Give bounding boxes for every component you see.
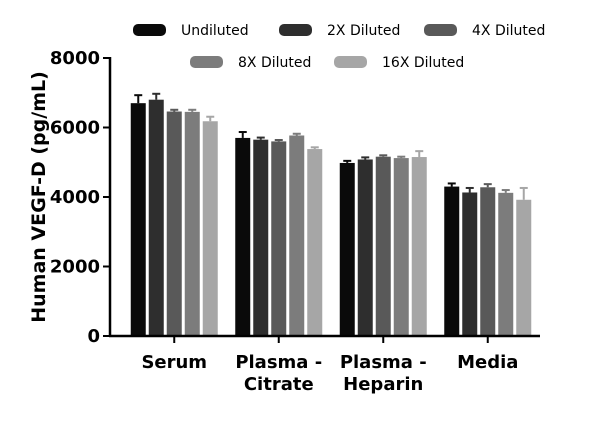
y-tick-label: 0 [87,326,100,347]
bar [357,159,373,336]
legend-label: 4X Diluted [472,23,545,39]
y-tick-label: 2000 [50,257,100,278]
y-tick-label: 4000 [50,187,100,208]
bar [148,99,164,336]
y-axis-label: Human VEGF-D (pg/mL) [28,71,50,323]
bars [130,99,532,337]
legend-label: 2X Diluted [327,23,400,39]
legend-label: 16X Diluted [382,55,464,71]
category-label: Serum [141,352,207,373]
bar [480,187,496,336]
bar [444,186,460,336]
bar [130,103,146,336]
x-axis-labels: Serum Plasma -Citrate Plasma -Heparin Media [141,352,518,395]
legend-swatch [279,24,312,36]
bar [516,199,532,336]
bar [202,121,218,337]
axes: 0 2000 4000 6000 8000 [50,48,540,347]
bar [289,135,305,336]
bar [462,192,478,336]
bar [375,156,391,336]
category-label: Media [457,352,518,373]
bar [393,158,409,336]
y-tick-label: 8000 [50,48,100,69]
category-label: Plasma -Heparin [340,352,427,395]
legend-label: 8X Diluted [238,55,311,71]
legend: Undiluted 2X Diluted 4X Diluted 8X Diluted 1… [133,23,545,71]
bar [271,141,287,336]
legend-label: Undiluted [181,23,249,39]
legend-swatch [133,24,166,36]
bar [411,157,427,336]
bar [339,162,355,336]
bar [307,149,323,336]
legend-swatch [424,24,457,36]
legend-swatch [190,56,223,68]
legend-swatch [334,56,367,68]
bar [498,192,514,336]
bar [253,139,269,336]
bar [235,137,251,336]
bar [184,111,200,336]
error-bars [134,92,528,200]
bar [166,111,182,336]
category-label: Plasma -Citrate [235,352,322,395]
y-tick-label: 6000 [50,118,100,139]
